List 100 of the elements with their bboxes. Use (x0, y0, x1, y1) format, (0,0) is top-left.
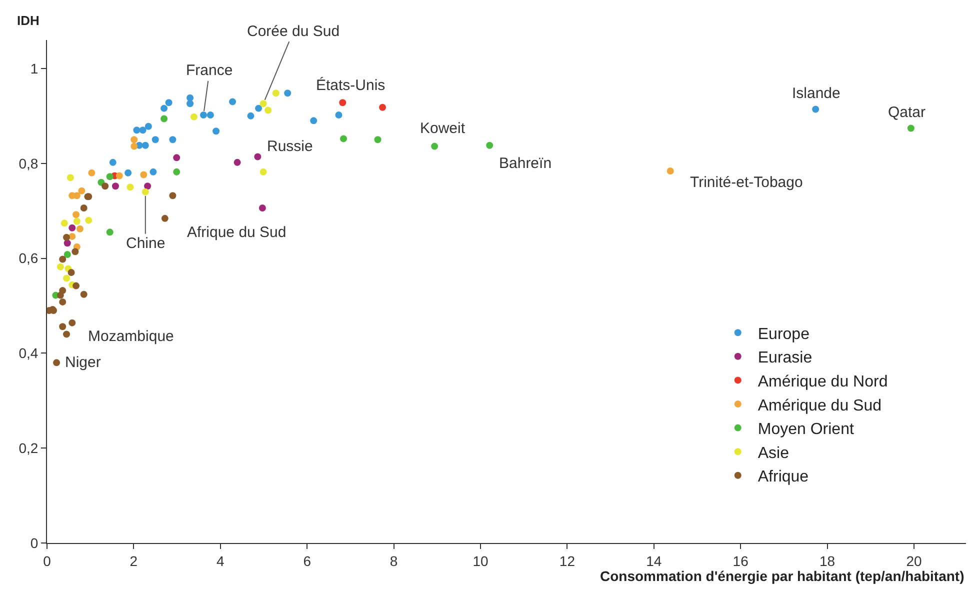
point (106, 173, 114, 180)
point (264, 106, 272, 114)
point (200, 111, 207, 118)
point (140, 171, 148, 178)
annotation: Islande (792, 85, 840, 102)
point (907, 124, 914, 132)
y-axis-title: IDH (17, 13, 40, 28)
point (335, 111, 342, 118)
point (102, 182, 109, 190)
point (78, 187, 86, 194)
point (72, 282, 80, 290)
point (109, 158, 116, 166)
point (144, 122, 152, 130)
point (72, 248, 79, 256)
point (152, 136, 159, 144)
point (130, 142, 138, 150)
point (339, 99, 346, 106)
point (56, 263, 64, 270)
y-tick-label: 1 (30, 60, 38, 76)
point (258, 204, 266, 212)
annotation: États-Unis (316, 76, 386, 94)
x-tick-label: 18 (819, 552, 836, 569)
point (260, 100, 267, 108)
point (64, 240, 71, 247)
point (68, 224, 76, 232)
point (254, 153, 262, 160)
point (255, 104, 262, 112)
annotation: Corée du Sud (247, 23, 340, 40)
point (812, 106, 820, 113)
point (133, 126, 140, 134)
legend-label: Afrique (758, 468, 809, 486)
legend-label: Europe (758, 326, 810, 343)
point (139, 126, 146, 134)
point (80, 204, 88, 212)
point (379, 104, 386, 111)
point (130, 136, 138, 144)
point (59, 298, 66, 306)
legend-label: Eurasie (758, 350, 812, 367)
point (142, 142, 149, 149)
x-tick-label: 10 (472, 552, 488, 569)
point (66, 174, 74, 182)
point (142, 188, 149, 196)
point (169, 136, 176, 144)
x-tick-label: 12 (559, 552, 576, 569)
point (272, 90, 280, 97)
x-tick-label: 20 (906, 552, 922, 569)
x-axis-title: Consommation d'énergie par habitant (tep/an/habitant) (600, 568, 964, 584)
point (126, 184, 134, 191)
point (56, 292, 64, 299)
point (144, 182, 152, 190)
point (63, 274, 70, 282)
point (173, 168, 180, 176)
point (63, 330, 70, 338)
point (374, 136, 382, 144)
x-tick-label: 4 (216, 552, 224, 569)
point (53, 359, 60, 366)
annotation: Russie (267, 138, 313, 155)
point (340, 135, 348, 142)
point (212, 128, 220, 135)
point (206, 111, 214, 118)
point (59, 323, 66, 330)
point (112, 182, 119, 190)
annotation: Niger (65, 354, 101, 371)
point (229, 98, 236, 106)
y-tick-label: 0 (30, 534, 38, 551)
point (76, 225, 84, 232)
point (63, 234, 70, 241)
point (247, 112, 254, 120)
point (85, 216, 92, 224)
point (72, 211, 80, 218)
point (106, 228, 114, 236)
x-tick-label: 0 (43, 552, 52, 569)
annotation: Chine (126, 235, 166, 252)
x-tick-label: 16 (732, 552, 749, 569)
annotation: Koweit (420, 120, 466, 137)
point (284, 90, 292, 97)
y-tick-label: 0,8 (18, 155, 38, 172)
point (68, 269, 75, 276)
y-tick-label: 0,2 (18, 440, 38, 456)
point (116, 172, 123, 180)
point (80, 290, 88, 298)
point (160, 115, 168, 122)
point (173, 154, 180, 162)
point (234, 158, 241, 166)
y-tick-label: 0,6 (18, 250, 38, 266)
point (68, 319, 76, 326)
point (190, 113, 198, 120)
point (165, 99, 172, 106)
annotation: Qatar (888, 104, 926, 121)
legend-label: Moyen Orient (758, 421, 854, 438)
point (160, 104, 168, 112)
point (60, 220, 68, 227)
legend-label: Asie (758, 444, 790, 462)
point (486, 142, 494, 149)
x-tick-label: 6 (303, 552, 312, 569)
x-tick-label: 14 (646, 552, 662, 569)
point (64, 250, 71, 258)
annotation: Bahreïn (499, 155, 552, 172)
point (260, 168, 267, 176)
point (666, 167, 674, 174)
